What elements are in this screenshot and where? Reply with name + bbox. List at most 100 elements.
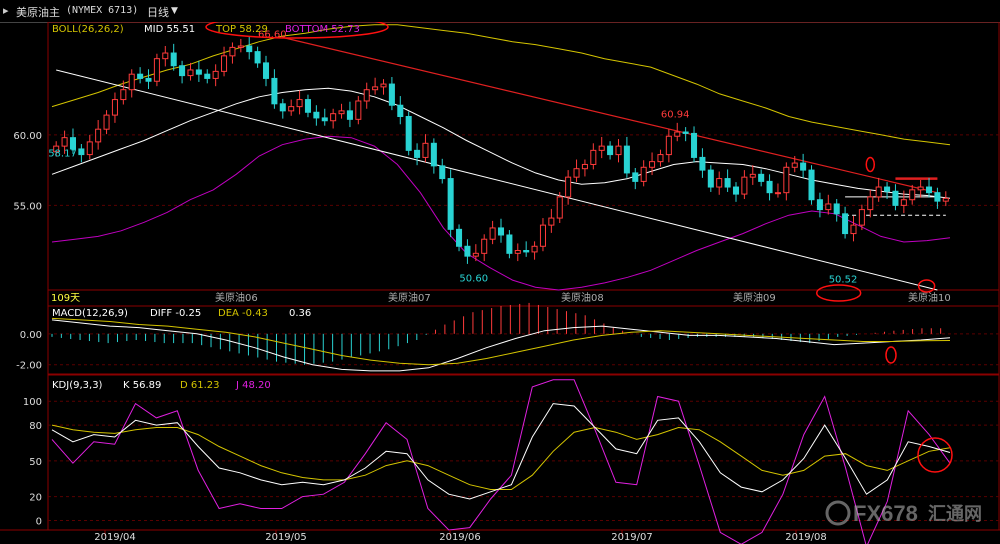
diff-line bbox=[51, 319, 951, 372]
candle-body bbox=[598, 145, 605, 151]
candle-body bbox=[842, 213, 849, 235]
candle-body bbox=[514, 250, 521, 254]
candle-body bbox=[766, 180, 773, 194]
symbol-name: 美原油主 bbox=[16, 6, 60, 19]
candle-body bbox=[783, 166, 790, 194]
candle-body bbox=[246, 45, 253, 53]
y-tick-label: 20 bbox=[29, 493, 42, 504]
candle-body bbox=[456, 228, 463, 247]
candle-body bbox=[330, 113, 337, 122]
kdj-k-line bbox=[51, 403, 951, 500]
candle-body bbox=[187, 69, 194, 77]
candle-body bbox=[539, 224, 546, 247]
kdj-d-line bbox=[51, 424, 951, 490]
highlight-circle bbox=[917, 279, 936, 293]
candle-body bbox=[682, 131, 689, 134]
candle-body bbox=[875, 186, 882, 198]
bollinger-bands bbox=[51, 24, 951, 291]
candle-body bbox=[271, 77, 278, 105]
candle-body bbox=[355, 100, 362, 120]
boll-lower-line bbox=[51, 135, 951, 291]
boll-mid: MID 55.51 bbox=[144, 24, 195, 35]
candle-body bbox=[481, 238, 488, 254]
candle-body bbox=[237, 45, 244, 48]
boll-bottom: BOTTOM 52.73 bbox=[285, 24, 360, 35]
candle-body bbox=[623, 145, 630, 174]
candlesticks bbox=[53, 36, 949, 264]
dea-line bbox=[51, 317, 951, 366]
candle-body bbox=[850, 224, 857, 235]
candle-body bbox=[506, 234, 513, 254]
candle-body bbox=[573, 168, 580, 178]
candle-body bbox=[489, 227, 496, 240]
days-label: 109天 bbox=[51, 293, 80, 304]
symbol-code: (NYMEX 6713) bbox=[66, 5, 139, 16]
boll-mid-line bbox=[51, 87, 951, 199]
candle-body bbox=[892, 190, 899, 206]
candle-body bbox=[262, 62, 270, 79]
candle-body bbox=[590, 149, 597, 165]
contract-labels: 109天 美原油06 美原油07 美原油08 美原油09 美原油10 bbox=[51, 291, 951, 304]
candle-body bbox=[649, 161, 656, 168]
candle-body bbox=[909, 189, 916, 201]
candle-body bbox=[95, 128, 102, 143]
contract-label: 美原油06 bbox=[215, 291, 258, 304]
title-bar: ▸ 美原油主 (NYMEX 6713) 日线 ▼ bbox=[0, 0, 1000, 23]
candle-body bbox=[439, 165, 446, 180]
contract-label: 美原油09 bbox=[733, 291, 776, 304]
price-annotation: 66.60 bbox=[258, 30, 287, 41]
candle-body bbox=[791, 162, 798, 168]
candle-body bbox=[229, 46, 236, 57]
candle-body bbox=[741, 176, 748, 195]
candle-body bbox=[926, 186, 933, 194]
candle-body bbox=[858, 209, 865, 226]
candle-body bbox=[632, 172, 639, 182]
kdj-j: J 48.20 bbox=[235, 380, 271, 391]
candle-body bbox=[288, 106, 295, 112]
kdj-legend: KDJ(9,3,3) K 56.89 D 61.23 J 48.20 bbox=[52, 380, 271, 391]
candle-body bbox=[565, 176, 572, 198]
candle-body bbox=[808, 169, 815, 201]
chevron-down-icon[interactable]: ▼ bbox=[171, 6, 178, 16]
candle-body bbox=[204, 73, 211, 79]
macd-legend: MACD(12,26,9) DIFF -0.25 DEA -0.43 0.36 bbox=[52, 308, 311, 319]
boll-top: TOP 58.29 bbox=[215, 24, 268, 35]
highlight-circle bbox=[865, 156, 876, 173]
watermark-logo-icon bbox=[825, 500, 851, 526]
candle-body bbox=[212, 70, 219, 79]
candle-body bbox=[825, 203, 832, 211]
candle-body bbox=[464, 245, 471, 257]
period-selector[interactable]: 日线 bbox=[147, 6, 169, 19]
candle-body bbox=[195, 69, 202, 75]
candle-body bbox=[732, 186, 740, 195]
candle-body bbox=[279, 103, 286, 112]
candle-body bbox=[422, 142, 429, 158]
candle-body bbox=[674, 131, 681, 137]
candle-body bbox=[120, 89, 127, 101]
white-trend-line bbox=[56, 69, 938, 291]
contract-label: 美原油10 bbox=[908, 291, 951, 304]
highlight-circle bbox=[885, 346, 897, 364]
x-tick-label: 2019/08 bbox=[785, 532, 827, 543]
watermark-subtext: 汇通网 bbox=[928, 504, 982, 525]
candle-body bbox=[867, 196, 874, 211]
contract-strip bbox=[47, 289, 1000, 307]
y-tick-label: 100 bbox=[23, 397, 42, 408]
candle-body bbox=[716, 178, 723, 188]
price-annotations: 66.60 58.17 50.60 60.94 50.52 bbox=[48, 30, 936, 302]
watermark-text: FX678 bbox=[853, 501, 918, 526]
candle-body bbox=[388, 83, 395, 106]
candle-body bbox=[111, 99, 118, 116]
candle-body bbox=[405, 116, 412, 151]
candle-body bbox=[254, 51, 261, 64]
candle-body bbox=[170, 52, 177, 67]
candle-body bbox=[691, 132, 698, 158]
y-tick-label: 80 bbox=[29, 421, 42, 432]
fx678-watermark: FX678 汇通网 bbox=[825, 500, 982, 526]
candle-body bbox=[69, 137, 76, 150]
macd-name: MACD(12,26,9) bbox=[52, 308, 128, 319]
menu-icon[interactable]: ▸ bbox=[3, 4, 9, 17]
candle-body bbox=[607, 145, 614, 156]
candle-body bbox=[472, 252, 479, 257]
x-tick-label: 2019/06 bbox=[439, 532, 481, 543]
